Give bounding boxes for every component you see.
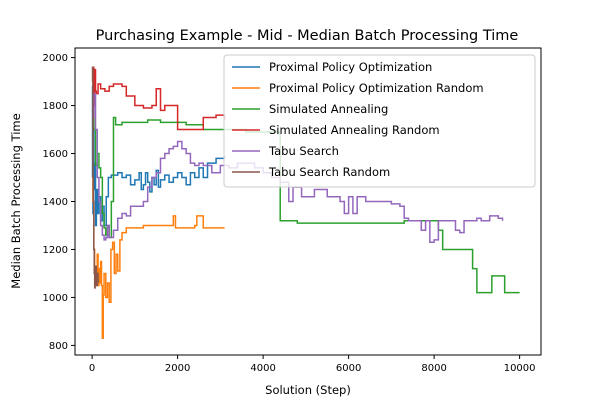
y-tick-label: 800 (49, 341, 68, 352)
y-axis-title: Median Batch Processing Time (9, 113, 23, 288)
x-tick-label: 8000 (421, 363, 446, 374)
series-layer (91, 66, 520, 339)
x-tick-label: 10000 (504, 363, 536, 374)
legend-label-5: Tabu Search (268, 144, 339, 158)
legend-label-1: Proximal Policy Optimization (269, 60, 432, 74)
series-line-3 (92, 92, 520, 294)
x-tick-label: 0 (89, 363, 95, 374)
legend-label-2: Proximal Policy Optimization Random (269, 81, 484, 95)
y-tick-label: 1400 (43, 197, 68, 208)
legend-label-6: Tabu Search Random (268, 165, 390, 179)
x-tick-label: 4000 (250, 363, 275, 374)
series-line-2 (92, 176, 225, 339)
legend: Proximal Policy Optimization Proximal Pol… (223, 54, 536, 188)
legend-label-4: Simulated Annealing Random (269, 123, 440, 137)
legend-label-3: Simulated Annealing (269, 102, 388, 116)
series-line-4 (92, 66, 226, 131)
y-tick-label: 1200 (43, 245, 68, 256)
x-axis-title: Solution (Step) (265, 383, 351, 397)
x-tick-label: 6000 (336, 363, 361, 374)
series-line-1 (91, 85, 226, 227)
ticks-layer: 0 2000 4000 6000 8000 10000 800 1000 1200 1400 160… (43, 53, 536, 374)
y-tick-label: 1000 (43, 293, 68, 304)
series-line-6 (91, 66, 99, 289)
x-tick-label: 2000 (165, 363, 190, 374)
y-tick-label: 2000 (43, 53, 68, 64)
y-tick-label: 1800 (43, 101, 68, 112)
chart-title: Purchasing Example - Mid - Median Batch … (96, 28, 519, 44)
y-tick-label: 1600 (43, 149, 68, 160)
legend-frame (223, 54, 536, 188)
